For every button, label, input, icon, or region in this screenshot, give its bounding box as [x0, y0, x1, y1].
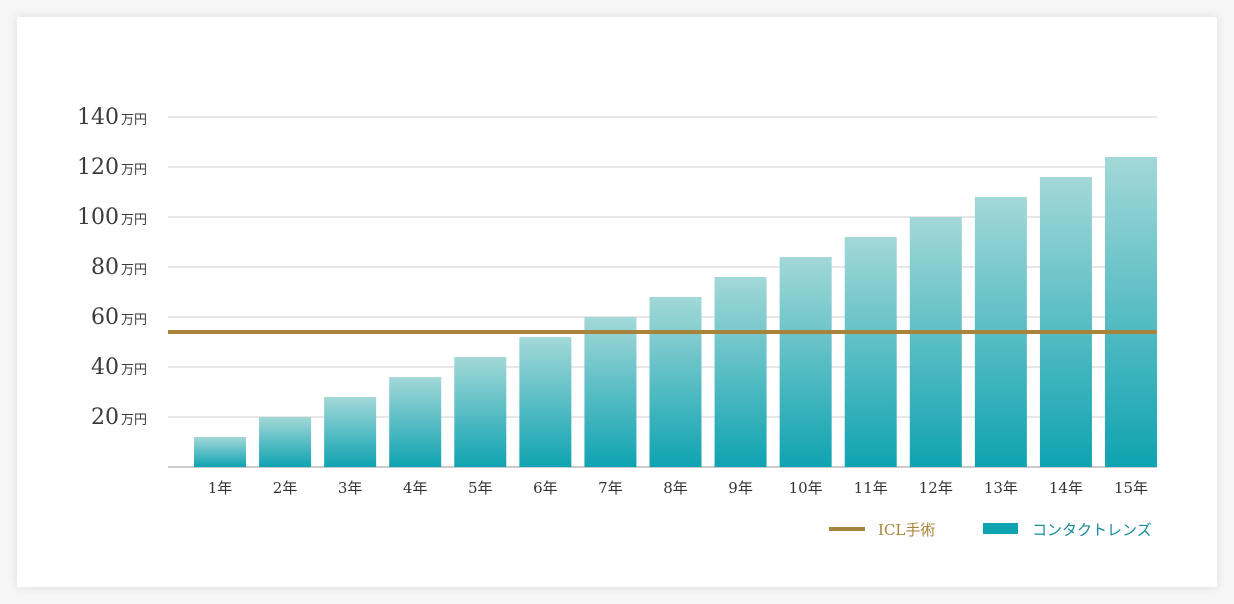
- x-tick-label: 9年: [728, 479, 753, 497]
- x-tick-label: 5年: [468, 479, 493, 497]
- x-tick-label: 7年: [598, 479, 623, 497]
- x-tick-label: 12年: [919, 479, 953, 497]
- y-axis: 20 万円 40 万円 60 万円 80 万円 100 万円 120 万円 140 万円: [77, 105, 147, 430]
- y-tick-label: 140 万円: [77, 105, 147, 130]
- x-tick-label: 14年: [1049, 479, 1083, 497]
- x-tick-label: 8年: [663, 479, 688, 497]
- bars: [194, 157, 1157, 467]
- bar-4: [389, 377, 442, 467]
- bar-6: [519, 337, 572, 467]
- y-tick-label: 80 万円: [91, 255, 147, 280]
- legend-contact-label: コンタクトレンズ: [1032, 521, 1152, 539]
- legend-icl-swatch: [829, 527, 865, 531]
- y-tick-label: 60 万円: [91, 305, 147, 330]
- bar-2: [259, 417, 312, 467]
- bar-5: [454, 357, 507, 467]
- bar-3: [324, 397, 377, 467]
- bar-9: [714, 277, 767, 467]
- x-tick-label: 11年: [854, 479, 888, 497]
- x-tick-label: 6年: [533, 479, 558, 497]
- legend: ICL手術 コンタクトレンズ: [829, 521, 1152, 539]
- y-tick-label: 40 万円: [91, 355, 147, 380]
- x-tick-label: 15年: [1114, 479, 1148, 497]
- x-tick-label: 13年: [984, 479, 1018, 497]
- x-tick-label: 1年: [208, 479, 233, 497]
- x-tick-label: 4年: [403, 479, 428, 497]
- x-tick-label: 3年: [338, 479, 363, 497]
- bar-8: [649, 297, 702, 467]
- legend-icl-label: ICL手術: [878, 521, 935, 539]
- bar-10: [779, 257, 832, 467]
- legend-contact-swatch: [983, 523, 1018, 534]
- bar-12: [909, 217, 962, 467]
- x-tick-label: 10年: [789, 479, 823, 497]
- x-axis: 1年 2年 3年 4年 5年 6年 7年 8年 9年 10年 11年 12年 13年 14年 15年: [208, 479, 1148, 497]
- y-tick-label: 100 万円: [77, 205, 147, 230]
- bar-14: [1039, 177, 1092, 467]
- bar-7: [584, 317, 637, 467]
- x-tick-label: 2年: [273, 479, 298, 497]
- y-tick-label: 20 万円: [91, 405, 147, 430]
- y-tick-label: 120 万円: [77, 155, 147, 180]
- bar-11: [844, 237, 897, 467]
- bar-15: [1105, 157, 1157, 467]
- bar-1: [194, 437, 246, 467]
